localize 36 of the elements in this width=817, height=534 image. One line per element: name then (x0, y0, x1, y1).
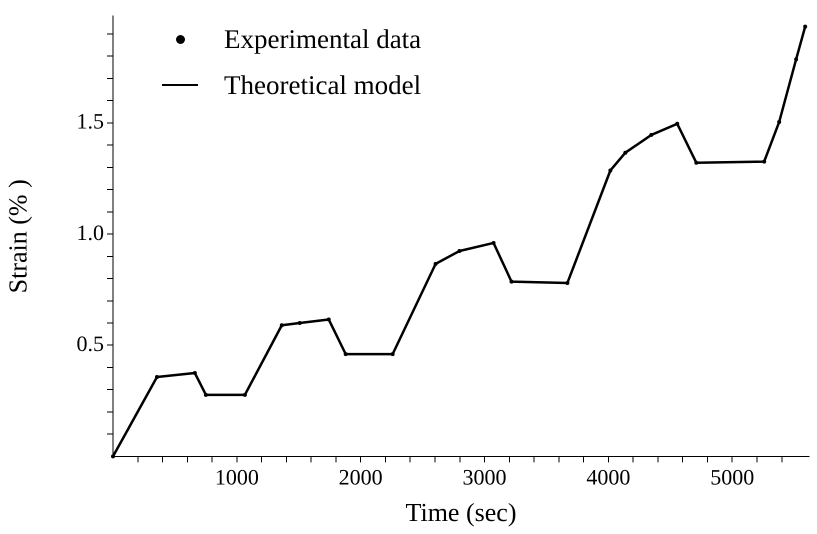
point (298, 321, 302, 326)
point (777, 120, 782, 124)
point (280, 323, 284, 328)
point (608, 168, 612, 172)
point (458, 248, 462, 253)
point (344, 352, 348, 356)
point (192, 371, 197, 376)
point (154, 375, 159, 380)
y-axis-title: Strain (% ) (3, 179, 32, 294)
x-tick-label: 2000 (338, 464, 383, 490)
legend-label: Experimental data (224, 24, 422, 54)
point (326, 317, 331, 322)
y-tick-label: 1.5 (76, 108, 104, 134)
x-tick-label: 4000 (586, 464, 630, 490)
point (204, 392, 208, 397)
point (694, 160, 698, 165)
point (623, 150, 628, 155)
point (492, 240, 496, 245)
point (565, 280, 570, 285)
point (242, 392, 247, 397)
point (762, 160, 766, 164)
point (390, 352, 395, 356)
y-tick-label: 0.5 (76, 331, 104, 356)
x-tick-label: 1000 (214, 464, 259, 490)
y-tick-label: 1.0 (76, 220, 104, 245)
point (803, 24, 808, 29)
point (794, 57, 798, 62)
x-tick-label: 3000 (462, 464, 507, 490)
point (510, 280, 514, 284)
x-tick-label: 5000 (710, 464, 754, 490)
point (111, 454, 115, 458)
x-axis-title: Time (sec) (406, 498, 516, 528)
point (434, 262, 438, 266)
point (649, 132, 654, 137)
legend-label: Theoretical model (224, 70, 422, 100)
point (675, 122, 680, 126)
